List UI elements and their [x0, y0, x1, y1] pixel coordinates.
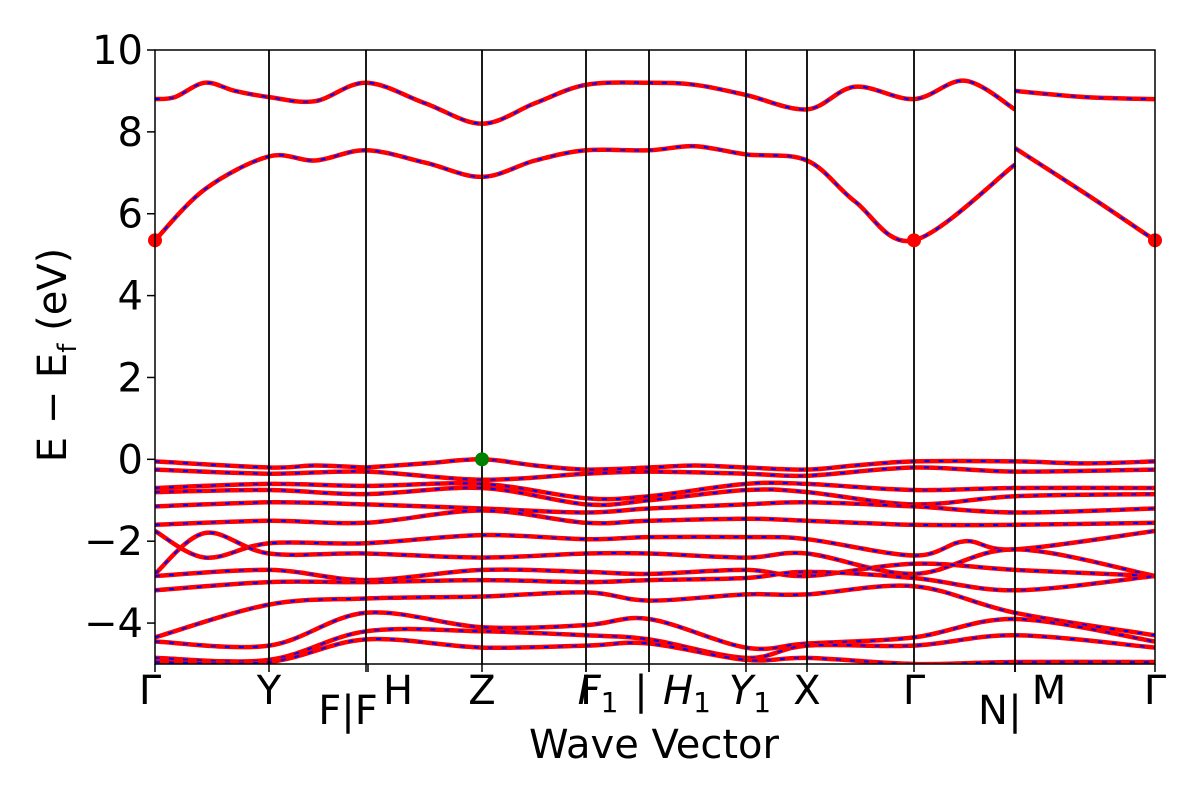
x-tick-label-sub-6: 1 [601, 686, 619, 719]
y-tick-label-2: 0 [118, 437, 143, 483]
x-tick-label-sub-8: 1 [693, 686, 711, 719]
bands-layer [155, 78, 1155, 664]
band-line-blue-5 [365, 458, 1155, 471]
vbm-marker-3 [475, 452, 489, 467]
x-tick-label-7: | [634, 668, 647, 714]
band-line-red-9 [155, 500, 1155, 515]
band-line-blue-2 [155, 79, 1016, 125]
x-tick-label-0: Γ [139, 668, 162, 714]
x-tick-label-14: M [1032, 668, 1067, 714]
cbm-marker-1 [907, 233, 921, 248]
x-ticks-layer: Γ Y F|F H Z IF1 | H1 Y1 X Γ N | M Γ [139, 664, 1167, 734]
band-line-red-13 [155, 561, 1155, 583]
x-tick-label-13: | [1008, 688, 1021, 734]
band-line-blue-16 [155, 611, 1155, 650]
band-line-red-2 [155, 78, 1017, 126]
y-tick-label-1: −2 [84, 519, 143, 565]
x-tick-label-8: H1 [663, 668, 711, 719]
y-ticks-layer: −4 −2 0 2 4 6 8 10 [84, 28, 155, 647]
band-line-blue-4 [155, 460, 367, 469]
band-line-blue-17 [155, 628, 1155, 663]
band-line-blue-0 [155, 145, 1016, 243]
svg-text:E − Ef (eV): E − Ef (eV) [30, 248, 83, 463]
y-axis-label-unit: (eV) [30, 248, 76, 331]
y-axis-label-main: E − E [30, 353, 76, 463]
x-tick-label-12: N [978, 688, 1008, 734]
y-axis-label-sub: f [53, 343, 83, 353]
x-tick-label-6: F1 [578, 668, 619, 719]
x-tick-label-5: I [580, 668, 592, 714]
x-axis-label: Wave Vector [529, 722, 780, 768]
x-tick-label-11: Γ [903, 668, 926, 714]
band-line-blue-3 [1014, 89, 1155, 101]
y-tick-label-0: −4 [84, 601, 143, 647]
x-tick-label-15: Γ [1144, 668, 1167, 714]
x-tick-label-10: X [793, 668, 820, 714]
y-axis-label: E − Ef (eV) [30, 248, 83, 463]
x-tick-label-9: Y1 [729, 668, 771, 719]
x-tick-label-sub-9: 1 [753, 686, 771, 719]
band-line-red-0 [155, 143, 1017, 244]
x-tick-label-1: Y [256, 668, 282, 714]
vertical-lines-layer [268, 50, 1016, 664]
band-line-red-15 [155, 583, 1155, 640]
y-axis-label-space [30, 331, 76, 344]
y-tick-label-5: 6 [118, 192, 143, 238]
x-tick-label-4: Z [468, 668, 495, 714]
y-tick-label-3: 2 [118, 355, 143, 401]
x-tick-label-3: H [383, 668, 413, 714]
x-tick-label-2: F|F [318, 688, 378, 734]
y-tick-label-6: 8 [118, 110, 143, 156]
band-line-blue-15 [155, 584, 1155, 639]
y-tick-label-4: 4 [118, 274, 143, 320]
markers-layer [148, 233, 1162, 467]
plot-frame [154, 49, 1156, 665]
band-line-red-1 [1013, 146, 1155, 243]
y-tick-label-7: 10 [92, 28, 143, 74]
